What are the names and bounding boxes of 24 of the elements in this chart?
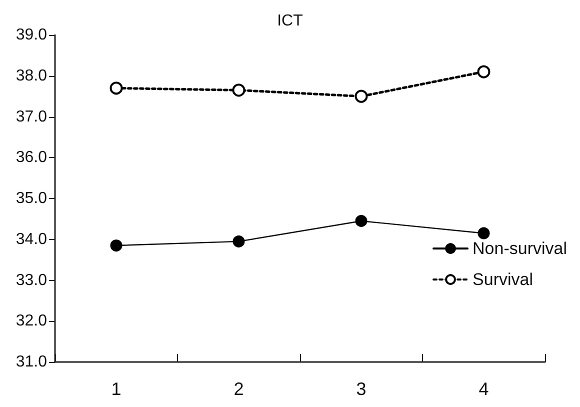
y-tick-label: 36.0	[16, 149, 48, 166]
x-tick-label: 4	[478, 379, 489, 399]
legend-label: Non-survival	[472, 239, 568, 258]
y-tick-label: 39.0	[16, 26, 48, 44]
y-tick-label: 32.0	[16, 312, 48, 330]
y-tick-label: 34.0	[16, 230, 48, 248]
point	[110, 82, 123, 95]
point	[232, 84, 246, 97]
y-tick-label: 31.0	[16, 354, 48, 370]
y-tick-label: 38.0	[16, 67, 48, 84]
x-tick-label: 1	[111, 379, 122, 399]
y-tick-label: 35.0	[16, 190, 48, 207]
x-tick-label: 3	[356, 379, 366, 399]
point	[232, 235, 245, 248]
legend-label: Survival	[472, 270, 533, 289]
point	[355, 214, 368, 227]
y-tick-label: 33.0	[16, 272, 48, 289]
point	[477, 65, 490, 78]
point	[110, 240, 122, 252]
point	[354, 90, 368, 103]
chart-title: ICT	[277, 12, 304, 30]
y-tick-label: 37.0	[16, 108, 48, 126]
x-tick-label: 2	[234, 379, 244, 399]
point	[478, 227, 490, 240]
